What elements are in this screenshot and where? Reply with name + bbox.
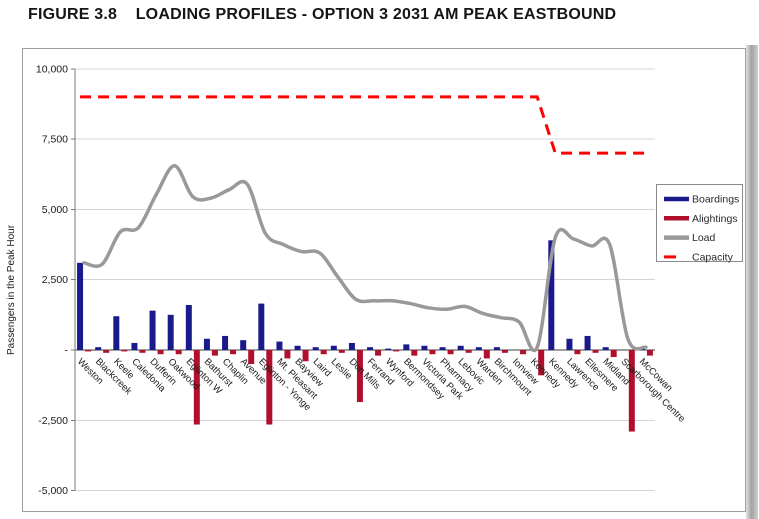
- alightings-bar-victoria-park-19: [429, 350, 436, 355]
- boardings-bar-lawrence-27: [566, 338, 573, 350]
- alightings-bar-blackcreek-1: [103, 350, 110, 353]
- alightings-bar-ionview-24: [520, 350, 527, 355]
- boardings-bar-wynford-17: [385, 348, 392, 350]
- alightings-bar-bayview-12: [302, 350, 309, 362]
- y-tick-label-5000: 5,000: [42, 204, 68, 216]
- alightings-bar-laird-13: [320, 350, 327, 355]
- alightings-bar-dufferin-4: [157, 350, 164, 355]
- alightings-bar-pharmacy-20: [447, 350, 454, 355]
- y-axis-tick-labels: 10,000 7,500 5,000 2,500 - -2,500 -5,000: [36, 63, 69, 497]
- alightings-bar-eglinton-w-6: [193, 350, 200, 425]
- boardings-bar-midland-29: [602, 347, 609, 350]
- y-axis-title: Passengers in the Peak Hour: [6, 224, 17, 355]
- alightings-bar-eglinton-yonge-10: [266, 350, 273, 425]
- boardings-bar-eglinton-yonge-10: [258, 303, 265, 350]
- alightings-bar-chaplin-8: [230, 350, 237, 355]
- y-tick-label-10000: 10,000: [36, 63, 68, 75]
- gridlines: [71, 68, 655, 492]
- alightings-bar-ferrand-16: [375, 350, 382, 356]
- boardings-bar-lebovic-21: [457, 345, 464, 350]
- y-tick-label-2500: 2,500: [42, 274, 68, 286]
- boardings-bar-victoria-park-19: [421, 345, 428, 350]
- boardings-bar-leslie-14: [330, 345, 337, 350]
- alightings-bar-caledonia-3: [139, 350, 146, 353]
- alightings-bar-warden-22: [483, 350, 490, 359]
- alightings-bar-avenue-9: [248, 350, 255, 365]
- boardings-bar-weston-0: [77, 262, 84, 350]
- alightings-bar-oakwood-5: [175, 350, 182, 355]
- legend-label-alightings-1: Alightings: [692, 213, 738, 225]
- load-line: [82, 164, 648, 353]
- alightings-bar-birchmount-23: [501, 350, 508, 353]
- alightings-bar-mt-pleasant-11: [284, 350, 291, 359]
- boardings-bar-bathurst-7: [203, 338, 210, 350]
- boardings-bar-chaplin-8: [222, 335, 229, 350]
- boardings-bar-blackcreek-1: [95, 347, 102, 350]
- legend-label-boardings-0: Boardings: [692, 194, 739, 206]
- alightings-bar-lawrence-27: [574, 350, 581, 355]
- alightings-bars: [85, 350, 653, 432]
- boardings-bar-ferrand-16: [367, 347, 374, 350]
- boardings-bar-warden-22: [475, 347, 482, 350]
- alightings-bar-bermondsey-18: [411, 350, 418, 356]
- boardings-bar-don-mills-15: [348, 342, 355, 350]
- boardings-bar-keele-2: [113, 316, 120, 350]
- boardings-bar-birchmount-23: [493, 347, 500, 350]
- alightings-bar-kennedy-25: [538, 350, 545, 376]
- legend: Boardings Alightings Load Capacity: [656, 184, 743, 263]
- alightings-bar-lebovic-21: [465, 350, 472, 353]
- y-tick-label--5000: -5,000: [38, 485, 68, 497]
- alightings-bar-scarborough-centre-30: [628, 350, 635, 432]
- alightings-bar-weston-0: [85, 350, 92, 352]
- boardings-bar-laird-13: [312, 347, 319, 350]
- y-tick-label-7500: 7,500: [42, 134, 68, 146]
- capacity-line: [80, 95, 650, 155]
- boardings-bar-caledonia-3: [131, 342, 138, 350]
- alightings-bar-ellesmere-28: [592, 350, 599, 353]
- y-tick-label--2500: -2,500: [38, 415, 68, 427]
- alightings-bar-midland-29: [610, 350, 617, 358]
- boardings-bar-kennedy-26: [548, 240, 555, 350]
- legend-label-capacity-3: Capacity: [692, 251, 734, 263]
- boardings-bar-bayview-12: [294, 345, 301, 350]
- alightings-bar-bathurst-7: [211, 350, 218, 356]
- figure-title: FIGURE 3.8 LOADING PROFILES - OPTION 3 2…: [28, 6, 617, 23]
- boardings-bar-eglinton-w-6: [185, 305, 192, 350]
- boardings-bar-pharmacy-20: [439, 347, 446, 350]
- page-edge-strip: [746, 45, 758, 519]
- alightings-bar-wynford-17: [393, 350, 400, 352]
- legend-label-load-2: Load: [692, 232, 716, 244]
- boardings-bar-dufferin-4: [149, 310, 156, 350]
- boardings-bars: [77, 240, 645, 350]
- alightings-bar-leslie-14: [338, 350, 345, 353]
- alightings-bar-keele-2: [121, 350, 128, 352]
- boardings-bar-oakwood-5: [167, 314, 174, 350]
- alightings-bar-don-mills-15: [356, 350, 363, 403]
- alightings-bar-mccowan-31: [646, 350, 653, 356]
- boardings-bar-ellesmere-28: [584, 335, 591, 350]
- boardings-bar-mt-pleasant-11: [276, 341, 283, 350]
- boardings-bar-avenue-9: [240, 340, 247, 350]
- boardings-bar-bermondsey-18: [403, 344, 410, 350]
- y-tick-label-0: -: [65, 345, 69, 357]
